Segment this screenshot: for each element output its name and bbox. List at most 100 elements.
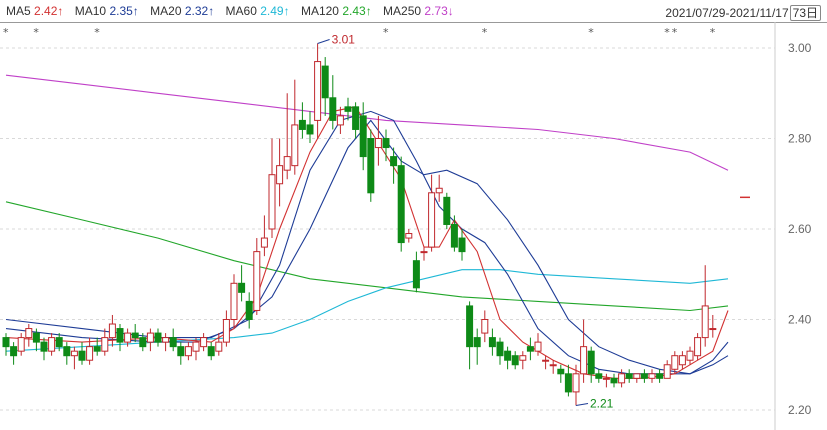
candle-body bbox=[283, 156, 291, 171]
candle bbox=[139, 333, 147, 352]
candle-body bbox=[656, 373, 664, 379]
candle-body bbox=[207, 346, 215, 357]
legend-ma5-value: 2.42 bbox=[34, 4, 58, 18]
candle-body bbox=[352, 106, 360, 130]
candle bbox=[200, 333, 208, 352]
candle-body bbox=[359, 115, 367, 158]
y-tick-label: 2.80 bbox=[788, 132, 812, 146]
candle-body bbox=[298, 119, 306, 130]
candle-body bbox=[253, 251, 261, 311]
candle-body bbox=[93, 346, 101, 352]
candle bbox=[253, 238, 261, 315]
candle bbox=[526, 337, 534, 361]
ma250-line bbox=[5, 74, 729, 171]
candle bbox=[329, 75, 337, 130]
candle bbox=[32, 328, 40, 352]
candle bbox=[618, 369, 626, 388]
legend-ma60-value: 2.49 bbox=[260, 4, 284, 18]
candle bbox=[359, 102, 367, 171]
y-tick-label: 2.40 bbox=[788, 313, 812, 327]
candle-body bbox=[526, 346, 534, 352]
candle-body bbox=[488, 337, 496, 348]
candle-body bbox=[177, 346, 185, 357]
candle bbox=[481, 310, 489, 343]
candle-body bbox=[70, 350, 78, 357]
candle bbox=[260, 215, 268, 257]
candle-body bbox=[390, 156, 398, 167]
candle-body bbox=[169, 337, 177, 348]
candle-body bbox=[314, 61, 322, 121]
legend-ma120: MA120 2.43↑ bbox=[300, 4, 372, 18]
candle-body bbox=[192, 341, 200, 352]
candle-body bbox=[78, 350, 86, 361]
candle-body bbox=[496, 341, 504, 357]
legend-ma20-arrow: ↑ bbox=[208, 4, 215, 18]
candle-body bbox=[428, 192, 436, 248]
candle-body bbox=[63, 346, 71, 357]
candle-body bbox=[602, 377, 610, 380]
candle-body bbox=[336, 115, 344, 126]
event-star-mark: * bbox=[482, 26, 488, 39]
candle-body bbox=[466, 305, 474, 348]
legend-ma60: MA60 2.49↑ bbox=[225, 4, 290, 18]
candle-body bbox=[534, 341, 542, 352]
candle bbox=[397, 156, 405, 252]
candle bbox=[78, 342, 86, 365]
candle bbox=[63, 342, 71, 365]
date-range-text: 2021/07/29-2021/11/17 bbox=[665, 6, 789, 20]
candle bbox=[443, 192, 451, 229]
y-tick-label: 2.60 bbox=[788, 222, 812, 236]
candle-body bbox=[245, 300, 253, 320]
candle bbox=[390, 147, 398, 184]
ma60-line bbox=[5, 269, 729, 352]
candle-body bbox=[17, 337, 25, 352]
candle-body bbox=[200, 337, 208, 348]
candle bbox=[602, 373, 610, 388]
candle bbox=[382, 129, 390, 162]
candle bbox=[663, 360, 671, 379]
legend-ma20: MA20 2.32↑ bbox=[150, 4, 215, 18]
legend-ma120-arrow: ↑ bbox=[365, 4, 372, 18]
candle-body bbox=[450, 223, 458, 248]
candle-body bbox=[397, 165, 405, 244]
candle bbox=[686, 346, 694, 365]
candle bbox=[671, 351, 679, 374]
candle bbox=[466, 301, 474, 370]
legend-ma10-arrow: ↑ bbox=[132, 4, 139, 18]
candle bbox=[276, 138, 284, 207]
candle bbox=[268, 138, 276, 239]
candle bbox=[25, 324, 33, 347]
candle-body bbox=[618, 373, 626, 384]
candle-body bbox=[640, 373, 648, 379]
candle-body bbox=[268, 174, 276, 230]
candle bbox=[488, 328, 496, 356]
candle-body bbox=[146, 332, 154, 343]
candle-body bbox=[587, 350, 595, 375]
candle-body bbox=[55, 337, 63, 348]
candle-body bbox=[595, 373, 603, 379]
candle-body bbox=[382, 138, 390, 149]
candle bbox=[283, 93, 291, 180]
candle bbox=[2, 333, 10, 356]
candle bbox=[709, 314, 717, 338]
candle bbox=[169, 328, 177, 352]
candle-body bbox=[276, 165, 284, 185]
candle bbox=[473, 328, 481, 365]
candle-body bbox=[184, 346, 192, 357]
date-range[interactable]: 2021/07/29-2021/11/17 73日 bbox=[665, 4, 821, 21]
candle-body bbox=[481, 319, 489, 334]
legend-ma250-value: 2.73 bbox=[424, 4, 448, 18]
candle bbox=[55, 333, 63, 352]
candle bbox=[694, 333, 702, 361]
candle bbox=[549, 360, 557, 374]
candle-body bbox=[610, 377, 618, 384]
candle bbox=[496, 337, 504, 365]
candle bbox=[17, 333, 25, 356]
candle-body bbox=[709, 328, 717, 331]
candle-body bbox=[10, 346, 18, 357]
candle-body bbox=[25, 328, 33, 339]
candle bbox=[633, 373, 641, 383]
candle bbox=[519, 351, 527, 370]
candle-body bbox=[321, 65, 329, 99]
